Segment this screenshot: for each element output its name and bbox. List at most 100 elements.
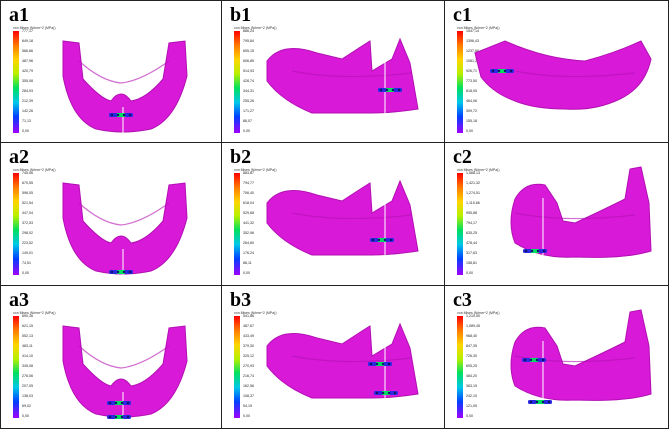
legend-ticks: 1,210,50 1,089,45 968,40 847,35 726,30 605,25…: [466, 314, 496, 420]
fixation-plate: [522, 358, 546, 362]
legend-tick: 255,26: [243, 99, 254, 103]
legend-tick: 325,12: [243, 354, 254, 358]
legend-tick: 176,24: [243, 251, 254, 255]
legend-tick: 264,60: [243, 241, 254, 245]
legend-colorbar: [457, 31, 463, 133]
mandible-model: [266, 37, 419, 114]
legend-ticks: 1,568,13 1,421,32 1,274,51 1,115,66 955,88 79…: [466, 171, 496, 277]
legend-title: von Mises (N/mm^2 (MPa)): [234, 26, 277, 30]
mandible-model: [510, 309, 652, 404]
legend-tick: 695,15: [243, 49, 254, 53]
legend-title: von Mises (N/mm^2 (MPa)): [13, 311, 56, 315]
fixation-plate: [107, 415, 131, 419]
legend-ticks: 690,16 621,15 552,13 483,11 414,10 345,08 276,…: [22, 314, 52, 420]
mandible-model: [62, 325, 188, 419]
legend-tick: 0,00: [22, 129, 29, 133]
legend-tick: 552,13: [22, 334, 33, 338]
legend-ticks: 541,86 487,67 433,49 379,30 325,12 270,93 216,…: [243, 314, 273, 420]
legend-tick: 447,04: [22, 211, 33, 215]
legend-tick: 726,30: [466, 354, 477, 358]
legend-tick: 0,00: [466, 414, 473, 418]
legend-tick: 86,07: [243, 119, 252, 123]
legend-tick: 478,44: [466, 241, 477, 245]
fixation-plate: [523, 249, 547, 253]
fixation-plate: [368, 362, 392, 366]
legend-tick: 207,05: [22, 384, 33, 388]
fixation-plate: [109, 270, 133, 274]
mandible-body: [62, 40, 188, 133]
mandible-model: [62, 40, 188, 133]
legend-tick: 605,25: [466, 364, 477, 368]
legend-tick: 54,19: [243, 404, 252, 408]
legend-tick: 1,089,45: [466, 324, 480, 328]
legend-tick: 690,16: [22, 314, 33, 318]
legend-colorbar: [13, 316, 19, 418]
legend-tick: 1,568,13: [466, 171, 480, 175]
panel-label: a3: [9, 289, 29, 311]
legend-tick: 372,53: [22, 221, 33, 225]
legend-tick: 484,20: [466, 374, 477, 378]
legend-tick: 596,05: [22, 191, 33, 195]
legend-tick: 276,06: [22, 374, 33, 378]
legend-tick: 464,06: [466, 99, 477, 103]
legend-tick: 345,08: [22, 364, 33, 368]
legend-tick: 0,00: [243, 414, 250, 418]
legend-tick: 74,51: [22, 261, 31, 265]
mandible-body: [62, 325, 188, 418]
legend-tick: 363,15: [466, 384, 477, 388]
legend-tick: 216,74: [243, 374, 254, 378]
legend-ticks: 883,87 794,77 706,40 618,04 529,68 441,32 352,…: [243, 171, 273, 277]
legend-tick: 670,55: [22, 181, 33, 185]
legend-title: von Mises (N/mm^2 (MPa)): [234, 168, 277, 172]
panel-a1: a1 von Mises (N/mm^2 (MPa)) 777,17 649,18 56…: [0, 0, 222, 143]
legend-tick: 1547,14: [466, 29, 479, 33]
legend-tick: 773,50: [466, 79, 477, 83]
legend-tick: 794,77: [243, 181, 254, 185]
legend-colorbar: [234, 31, 240, 133]
legend-tick: 777,17: [22, 29, 33, 33]
legend-tick: 794,17: [466, 221, 477, 225]
panel-label: a1: [9, 4, 29, 26]
mandible-contour: [78, 202, 170, 226]
panel-c1: c1 von Mises (N/mm^2 (MPa)) 1547,14 1396,43…: [445, 0, 669, 143]
legend-ticks: 777,17 649,18 566,66 487,96 420,79 355,08 284,…: [22, 29, 52, 135]
mandible-contour: [78, 60, 170, 84]
panel-b1: b1 von Mises (N/mm^2 (MPa)) 886,24 795,84 69…: [222, 0, 445, 143]
legend-tick: 968,40: [466, 334, 477, 338]
legend-tick: 441,32: [243, 221, 254, 225]
fixation-plate: [378, 88, 402, 92]
legend-tick: 355,08: [22, 79, 33, 83]
legend-tick: 242,10: [466, 394, 477, 398]
legend-tick: 352,96: [243, 231, 254, 235]
legend-tick: 886,24: [243, 29, 254, 33]
fixation-plate: [107, 401, 131, 405]
legend-tick: 142,26: [22, 109, 33, 113]
legend-tick: 223,52: [22, 241, 33, 245]
legend-tick: 706,40: [243, 191, 254, 195]
legend-tick: 606,85: [243, 59, 254, 63]
mandible-body: [62, 182, 188, 275]
mandible-body: [474, 40, 652, 110]
legend-tick: 0,00: [243, 129, 250, 133]
mandible-contour: [514, 355, 636, 363]
legend-tick: 270,93: [243, 364, 254, 368]
legend-title: von Mises (N/mm^2 (MPa)): [13, 26, 56, 30]
mandible-model: [266, 322, 419, 399]
legend-tick: 1081,27: [466, 59, 479, 63]
mandible-contour: [514, 212, 636, 220]
mandible-model: [62, 182, 188, 275]
legend-colorbar: [457, 316, 463, 418]
legend-tick: 955,88: [466, 211, 477, 215]
panel-label: c2: [453, 146, 472, 168]
legend-tick: 420,79: [22, 69, 33, 73]
panel-label: c3: [453, 289, 472, 311]
legend-tick: 428,74: [243, 79, 254, 83]
legend-tick: 745,06: [22, 171, 33, 175]
mandible-body: [510, 309, 652, 401]
legend-ticks: 1547,14 1396,43 1237,66 1081,27 926,71 773,50…: [466, 29, 496, 135]
legend-tick: 487,67: [243, 324, 254, 328]
panel-label: c1: [453, 4, 472, 26]
fixation-plate: [490, 69, 514, 73]
legend-ticks: 886,24 795,84 695,15 606,85 514,93 428,74 344,…: [243, 29, 273, 135]
fixation-plate: [374, 391, 398, 395]
